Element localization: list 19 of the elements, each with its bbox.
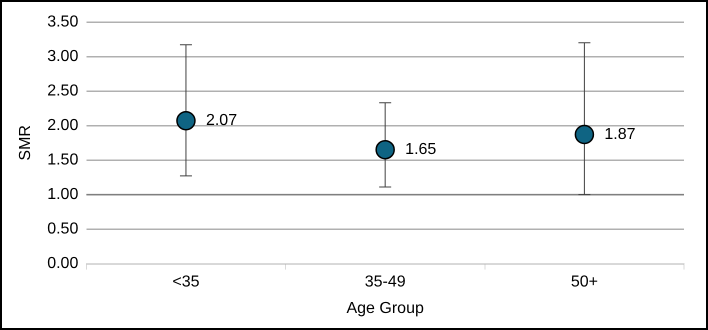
y-tick-label: 2.00 [47, 116, 78, 134]
point [574, 124, 594, 144]
y-tick-label: 2.50 [47, 82, 78, 100]
y-axis-title: SMR [17, 125, 34, 161]
x-tick-label: 35-49 [364, 274, 406, 291]
y-tick-label: 0.50 [47, 220, 78, 238]
x-tick-label: <35 [172, 274, 200, 291]
y-tick-label: 3.50 [47, 13, 78, 30]
x-tick-label: 50+ [570, 274, 598, 291]
y-tick-label: 0.00 [47, 255, 78, 272]
data-label: 1.87 [604, 126, 636, 143]
data-label: 1.65 [405, 141, 436, 158]
point [176, 110, 196, 130]
y-tick-label: 1.00 [47, 186, 78, 203]
y-tick-label: 3.00 [47, 48, 78, 65]
point [375, 140, 395, 160]
y-tick-label: 1.50 [47, 151, 78, 168]
x-axis-title: Age Group [346, 300, 424, 317]
data-label: 2.07 [206, 112, 238, 130]
